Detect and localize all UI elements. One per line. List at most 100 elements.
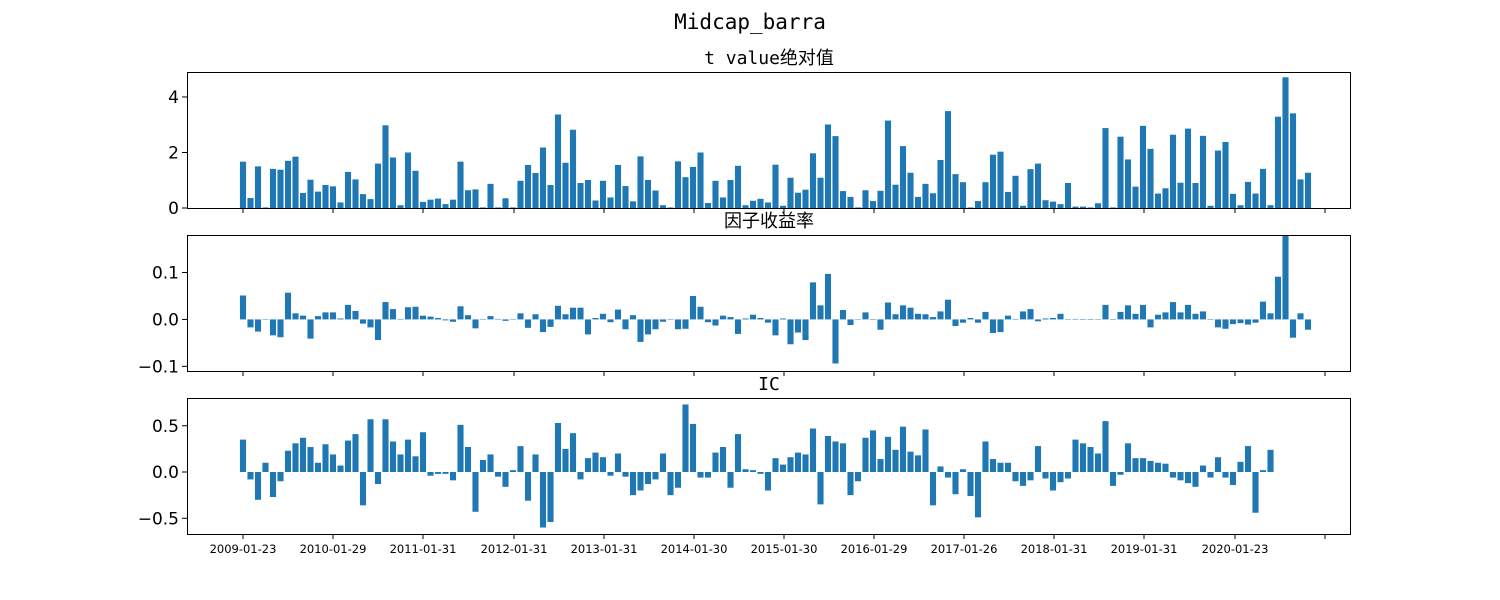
bar — [239, 161, 247, 208]
bar — [292, 156, 299, 208]
bar — [1259, 301, 1267, 320]
bar — [674, 319, 682, 330]
bar — [359, 472, 367, 506]
bar — [367, 419, 374, 473]
bar — [472, 319, 479, 329]
bar — [592, 452, 599, 473]
bar — [532, 314, 539, 320]
bar — [239, 439, 247, 473]
bar — [1027, 472, 1034, 481]
x-tick-label: 2010-01-29 — [300, 542, 367, 556]
bar — [629, 315, 637, 320]
bar — [742, 318, 749, 320]
bar — [1244, 319, 1252, 325]
bar — [967, 207, 974, 208]
bar — [539, 319, 547, 333]
bar — [547, 319, 554, 327]
bar — [1229, 193, 1237, 208]
bar — [344, 440, 352, 473]
bar — [704, 203, 712, 208]
bar — [442, 319, 449, 321]
bar — [247, 472, 254, 480]
bar — [547, 472, 554, 522]
bar — [569, 433, 577, 473]
bar — [719, 447, 727, 473]
bar — [404, 439, 412, 473]
bar — [952, 174, 959, 208]
bar — [322, 444, 329, 473]
x-tick-label: 2016-01-29 — [841, 542, 908, 556]
bar — [614, 309, 622, 320]
bar — [1064, 183, 1072, 208]
bar — [1237, 319, 1244, 324]
bar — [1252, 319, 1259, 323]
bar — [1289, 319, 1297, 338]
bar — [704, 472, 712, 478]
bar — [1192, 472, 1199, 487]
bar — [599, 180, 607, 208]
bar — [629, 472, 637, 496]
bar — [1199, 311, 1207, 320]
bar — [1057, 204, 1064, 208]
bar — [1027, 169, 1034, 208]
bar — [442, 204, 449, 208]
bar — [1139, 125, 1147, 208]
bar — [307, 179, 314, 208]
bar — [1199, 135, 1207, 208]
bar — [1117, 311, 1124, 320]
bar — [1094, 453, 1102, 473]
bar — [464, 447, 472, 473]
bar — [832, 441, 839, 473]
bar — [502, 319, 509, 321]
bar — [772, 164, 779, 208]
bar — [982, 441, 989, 473]
bar — [419, 201, 427, 208]
bar — [794, 192, 802, 208]
bar — [622, 472, 629, 477]
x-tick-label: 2018-01-31 — [1021, 542, 1088, 556]
bar — [584, 179, 592, 208]
bar — [997, 151, 1004, 208]
bar — [712, 180, 719, 208]
bar — [952, 472, 959, 495]
bar — [794, 452, 802, 473]
bar — [817, 472, 824, 505]
bar — [547, 184, 554, 208]
bar — [892, 314, 899, 320]
bar — [922, 183, 929, 208]
bar — [727, 179, 734, 208]
bar — [532, 454, 539, 473]
factor-return-bars — [239, 235, 1312, 364]
bar — [1049, 318, 1057, 320]
bar — [1207, 472, 1214, 478]
bar — [1004, 462, 1012, 473]
bar — [509, 207, 517, 208]
bar — [1214, 319, 1222, 328]
bar — [1102, 421, 1109, 473]
bar — [989, 154, 997, 208]
bar — [652, 319, 659, 330]
bar — [502, 472, 509, 487]
bar — [734, 319, 742, 334]
bar — [1109, 207, 1117, 208]
bar — [427, 472, 434, 476]
x-tick-label: 2014-01-30 — [661, 542, 728, 556]
x-axis: 2009-01-23 2010-01-29 2011-01-31 2012-01-31… — [210, 534, 1326, 556]
bar — [749, 470, 757, 473]
bar — [884, 120, 892, 208]
bar — [1252, 193, 1259, 208]
bar — [1064, 472, 1072, 479]
y-axis: 0.5 0.0 −0.5 — [138, 417, 187, 529]
bar — [599, 313, 607, 320]
bar — [1282, 235, 1289, 320]
bar — [397, 454, 404, 473]
bar — [622, 186, 629, 208]
bar — [1229, 319, 1237, 325]
bar — [892, 449, 899, 473]
bar — [824, 435, 832, 473]
bar — [689, 166, 697, 208]
bar — [367, 319, 374, 328]
bar — [382, 419, 389, 473]
bar — [719, 315, 727, 320]
bar — [899, 146, 907, 208]
